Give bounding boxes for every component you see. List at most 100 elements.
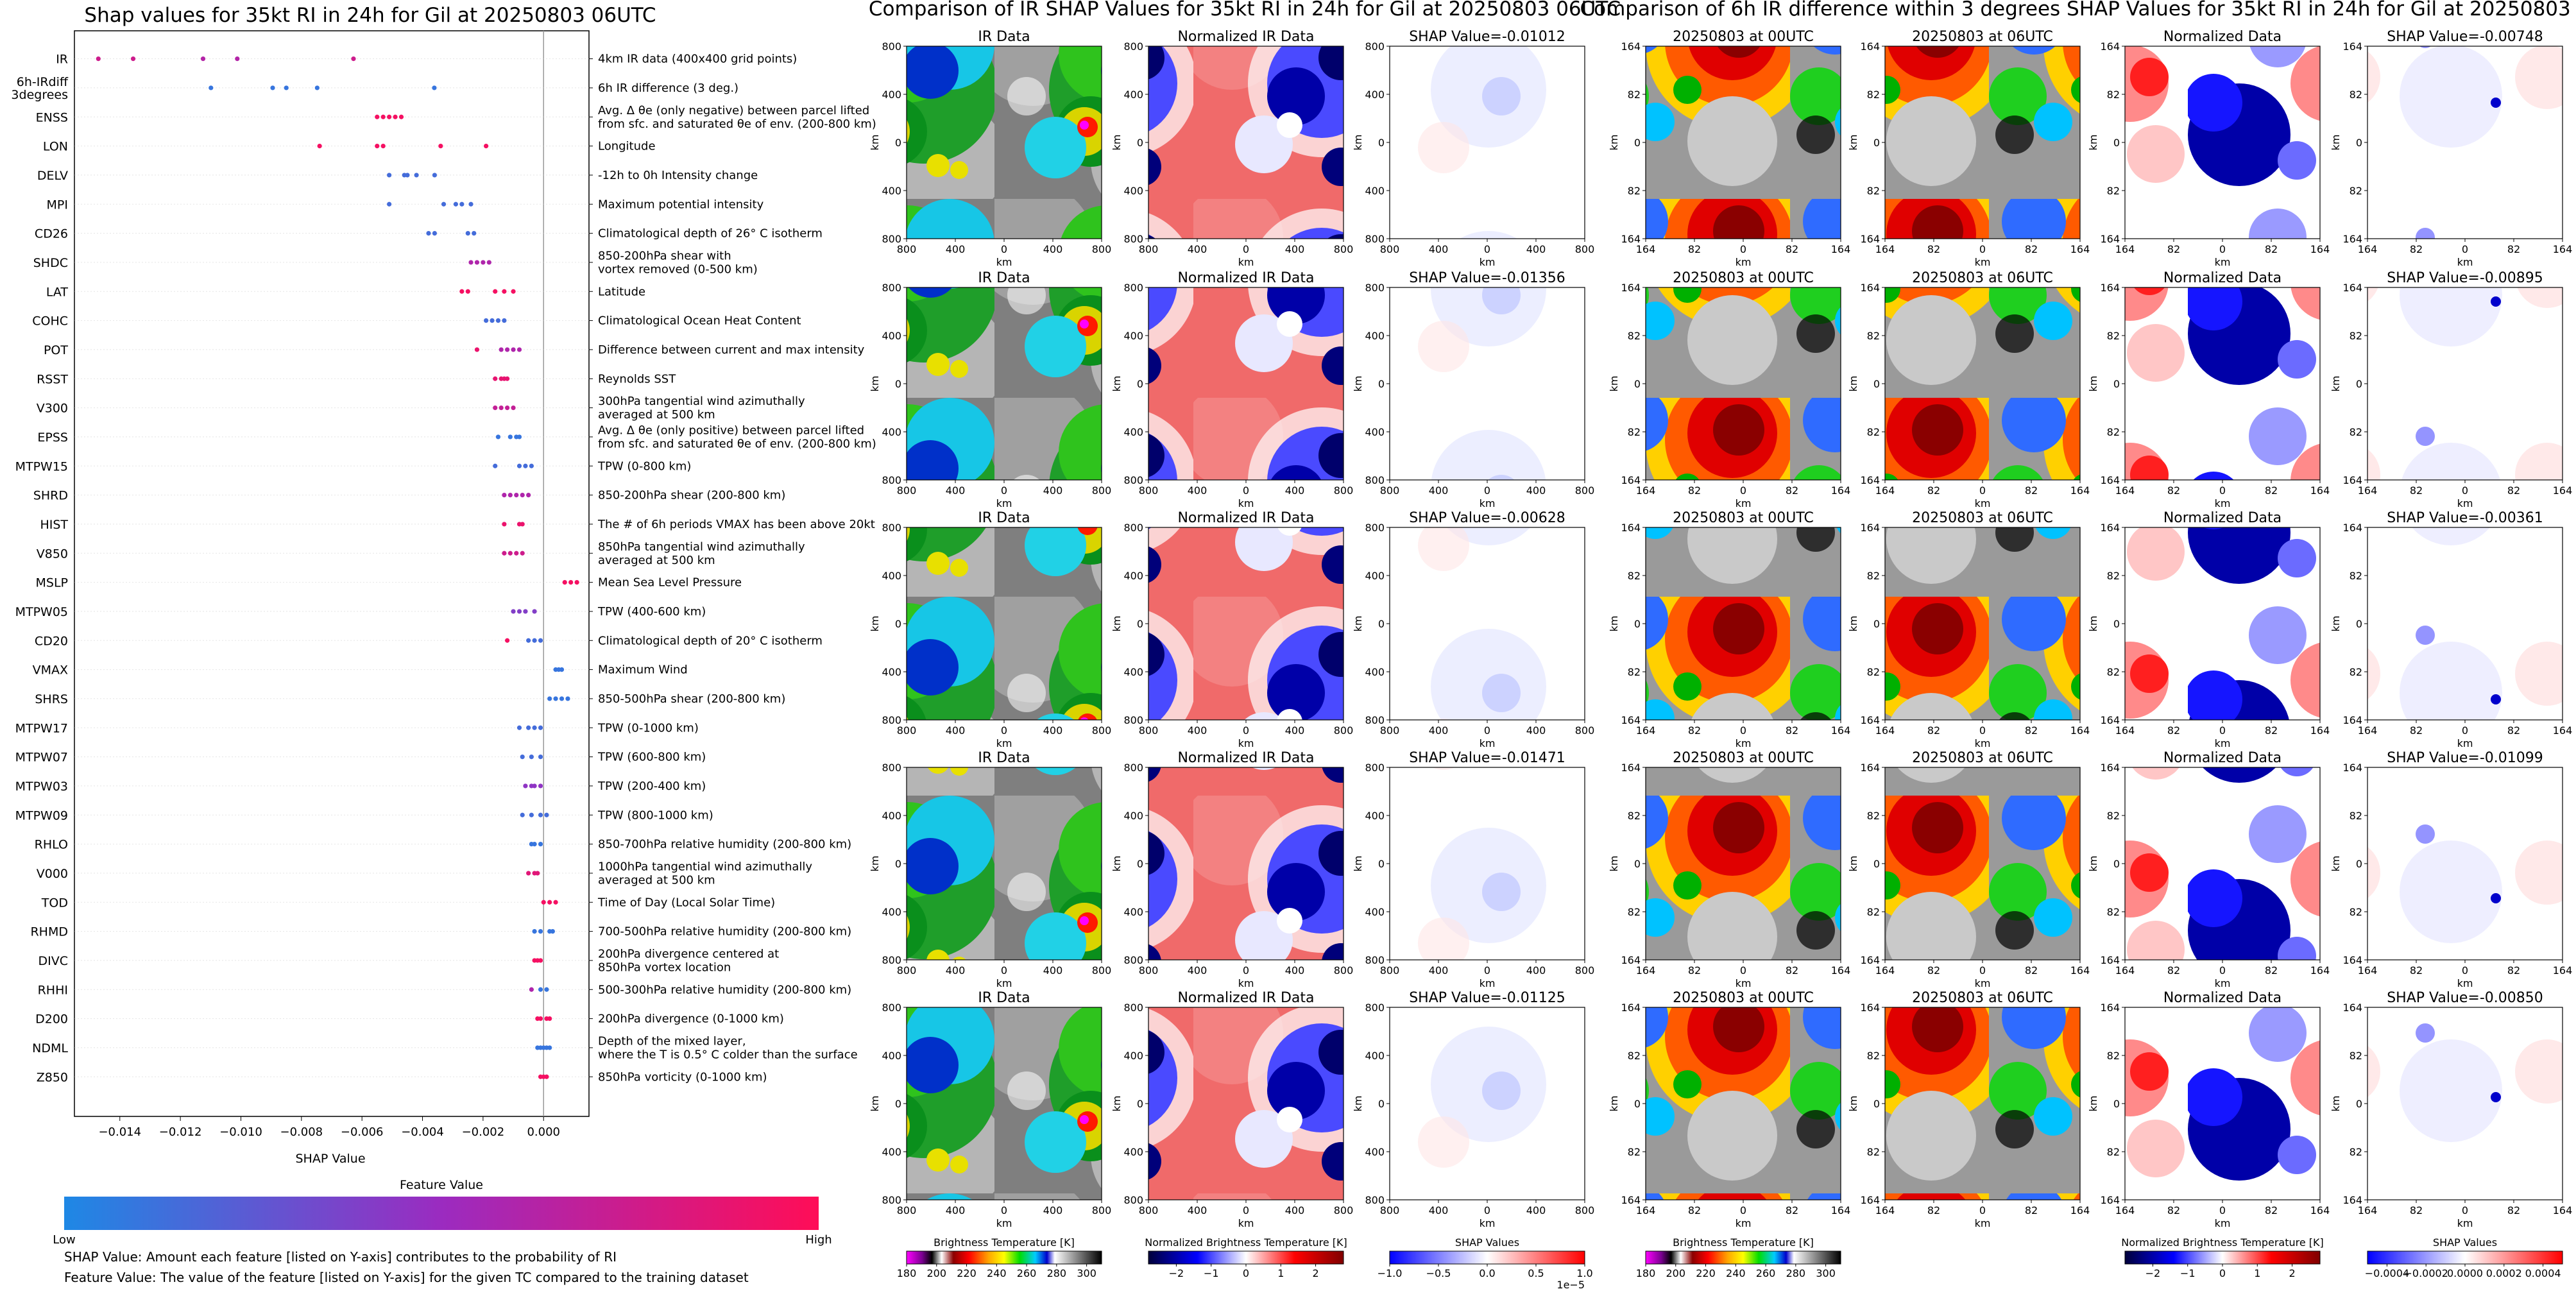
feature-name: TOD [41, 896, 68, 910]
x-tick-label: 400 [1188, 243, 1207, 255]
feature-name: V000 [37, 867, 68, 881]
feature-name: RHLO [35, 838, 68, 852]
feature-description: -12h to 0h Intensity change [598, 169, 758, 182]
y-tick-label: 400 [1365, 426, 1385, 438]
image-panel [2124, 527, 2321, 721]
x-tick-label: 0 [2219, 724, 2226, 737]
y-tick-label: 0 [1137, 137, 1143, 149]
y-tick-label: 800 [882, 1194, 901, 1206]
colorbar-tick-label: 0.0 [1479, 1267, 1495, 1279]
x-tick-label: 82 [2410, 1204, 2423, 1216]
note-feature-value: Feature Value: The value of the feature … [64, 1270, 749, 1285]
x-tick-label: 164 [2310, 484, 2330, 497]
shap-point [523, 609, 528, 614]
x-axis-unit: km [1480, 497, 1496, 509]
shap-point [532, 842, 537, 847]
feature-description: from sfc. and saturated θe of env. (200-… [598, 117, 876, 131]
y-tick-label: 800 [1365, 714, 1385, 726]
colorbar-title: Feature Value [400, 1178, 483, 1192]
feature-description: Depth of the mixed layer, [598, 1034, 746, 1048]
y-tick-label: 82 [1867, 330, 1880, 342]
y-tick-label: 82 [1628, 906, 1641, 918]
feature-description: Climatological Ocean Heat Content [598, 314, 801, 328]
feature-description: Avg. Δ θe (only positive) between parcel… [598, 423, 864, 437]
feature-description: 850-200hPa shear with [598, 249, 731, 262]
x-tick-label: 164 [1636, 243, 1656, 255]
shap-point [314, 85, 320, 90]
x-tick-label: 800 [1575, 964, 1595, 977]
x-tick-label: 164 [1636, 484, 1656, 497]
x-tick-label: 400 [1429, 1204, 1449, 1216]
x-tick-label: 400 [1285, 1204, 1305, 1216]
y-tick-label: 0 [1634, 137, 1641, 149]
x-tick-label: 164 [2358, 484, 2378, 497]
x-tick-label: 800 [1092, 243, 1112, 255]
x-tick-label: 800 [1575, 1204, 1595, 1216]
x-axis-unit: km [2457, 737, 2473, 749]
y-tick-label: 0 [895, 378, 901, 390]
y-tick-label: 164 [1860, 40, 1880, 53]
y-axis-unit: km [1111, 376, 1123, 392]
y-tick-label: 800 [882, 714, 901, 726]
feature-colorbar [64, 1197, 819, 1230]
y-tick-label: 800 [882, 954, 901, 966]
feature-name: MTPW03 [15, 780, 68, 794]
y-axis-unit: km [1847, 1096, 1859, 1112]
y-tick-label: 0 [895, 1098, 901, 1110]
y-tick-label: 0 [1137, 1098, 1143, 1110]
colorbar [1389, 1251, 1585, 1265]
x-tick-label: 164 [2553, 1204, 2573, 1216]
x-tick-label: 82 [2167, 724, 2180, 737]
image-panel [1645, 1007, 1841, 1200]
y-tick-label: 400 [882, 666, 901, 678]
x-tick-label: 164 [1875, 484, 1895, 497]
y-tick-label: 800 [882, 282, 901, 294]
colorbar-tick-label: 0 [2219, 1267, 2226, 1279]
panel-title: IR Data [978, 270, 1030, 286]
colorbar-tick-label: 280 [1786, 1267, 1806, 1279]
x-tick-label: −0.002 [462, 1125, 505, 1139]
y-tick-label: 82 [2107, 426, 2120, 438]
x-tick-label: 164 [1875, 1204, 1895, 1216]
y-tick-label: 800 [1123, 762, 1143, 774]
y-axis-unit: km [1352, 135, 1364, 151]
y-tick-label: 0 [1378, 858, 1385, 870]
x-tick-label: 82 [2167, 964, 2180, 977]
x-tick-label: 400 [1526, 484, 1546, 497]
y-tick-label: 164 [1860, 1002, 1880, 1014]
y-tick-label: 400 [882, 1050, 901, 1062]
shap-point [559, 696, 565, 701]
x-tick-label: 0 [1243, 1204, 1249, 1216]
y-tick-label: 82 [1867, 1146, 1880, 1158]
shap-point [553, 696, 558, 701]
panel-title: Normalized Data [2163, 510, 2282, 526]
x-axis-unit: km [996, 737, 1012, 749]
x-tick-label: 800 [1380, 964, 1400, 977]
y-axis-unit: km [2087, 616, 2099, 632]
y-axis-unit: km [869, 376, 881, 392]
x-tick-label: 0 [2219, 1204, 2226, 1216]
y-tick-label: 800 [1365, 762, 1385, 774]
x-tick-label: 0 [1979, 964, 1986, 977]
shap-point [550, 929, 555, 934]
y-tick-label: 400 [1365, 1050, 1385, 1062]
y-tick-label: 800 [882, 474, 901, 486]
y-tick-label: 164 [2100, 40, 2120, 53]
y-tick-label: 164 [2100, 762, 2120, 774]
y-tick-label: 82 [1628, 810, 1641, 822]
x-tick-label: 400 [946, 484, 966, 497]
y-tick-label: 82 [2350, 666, 2362, 678]
x-tick-label: 400 [1429, 243, 1449, 255]
colorbar [906, 1251, 1102, 1265]
x-tick-label: 400 [1043, 964, 1063, 977]
shap-point [526, 871, 531, 876]
y-tick-label: 164 [2100, 714, 2120, 726]
y-tick-label: 400 [1123, 666, 1143, 678]
image-panel [1389, 767, 1585, 960]
summary-axes-frame [74, 30, 590, 1117]
colorbar-high-label: High [805, 1233, 832, 1247]
shap-point [547, 1045, 552, 1050]
colorbar [1148, 1251, 1344, 1265]
shap-point [516, 347, 522, 352]
shap-point [284, 85, 289, 90]
